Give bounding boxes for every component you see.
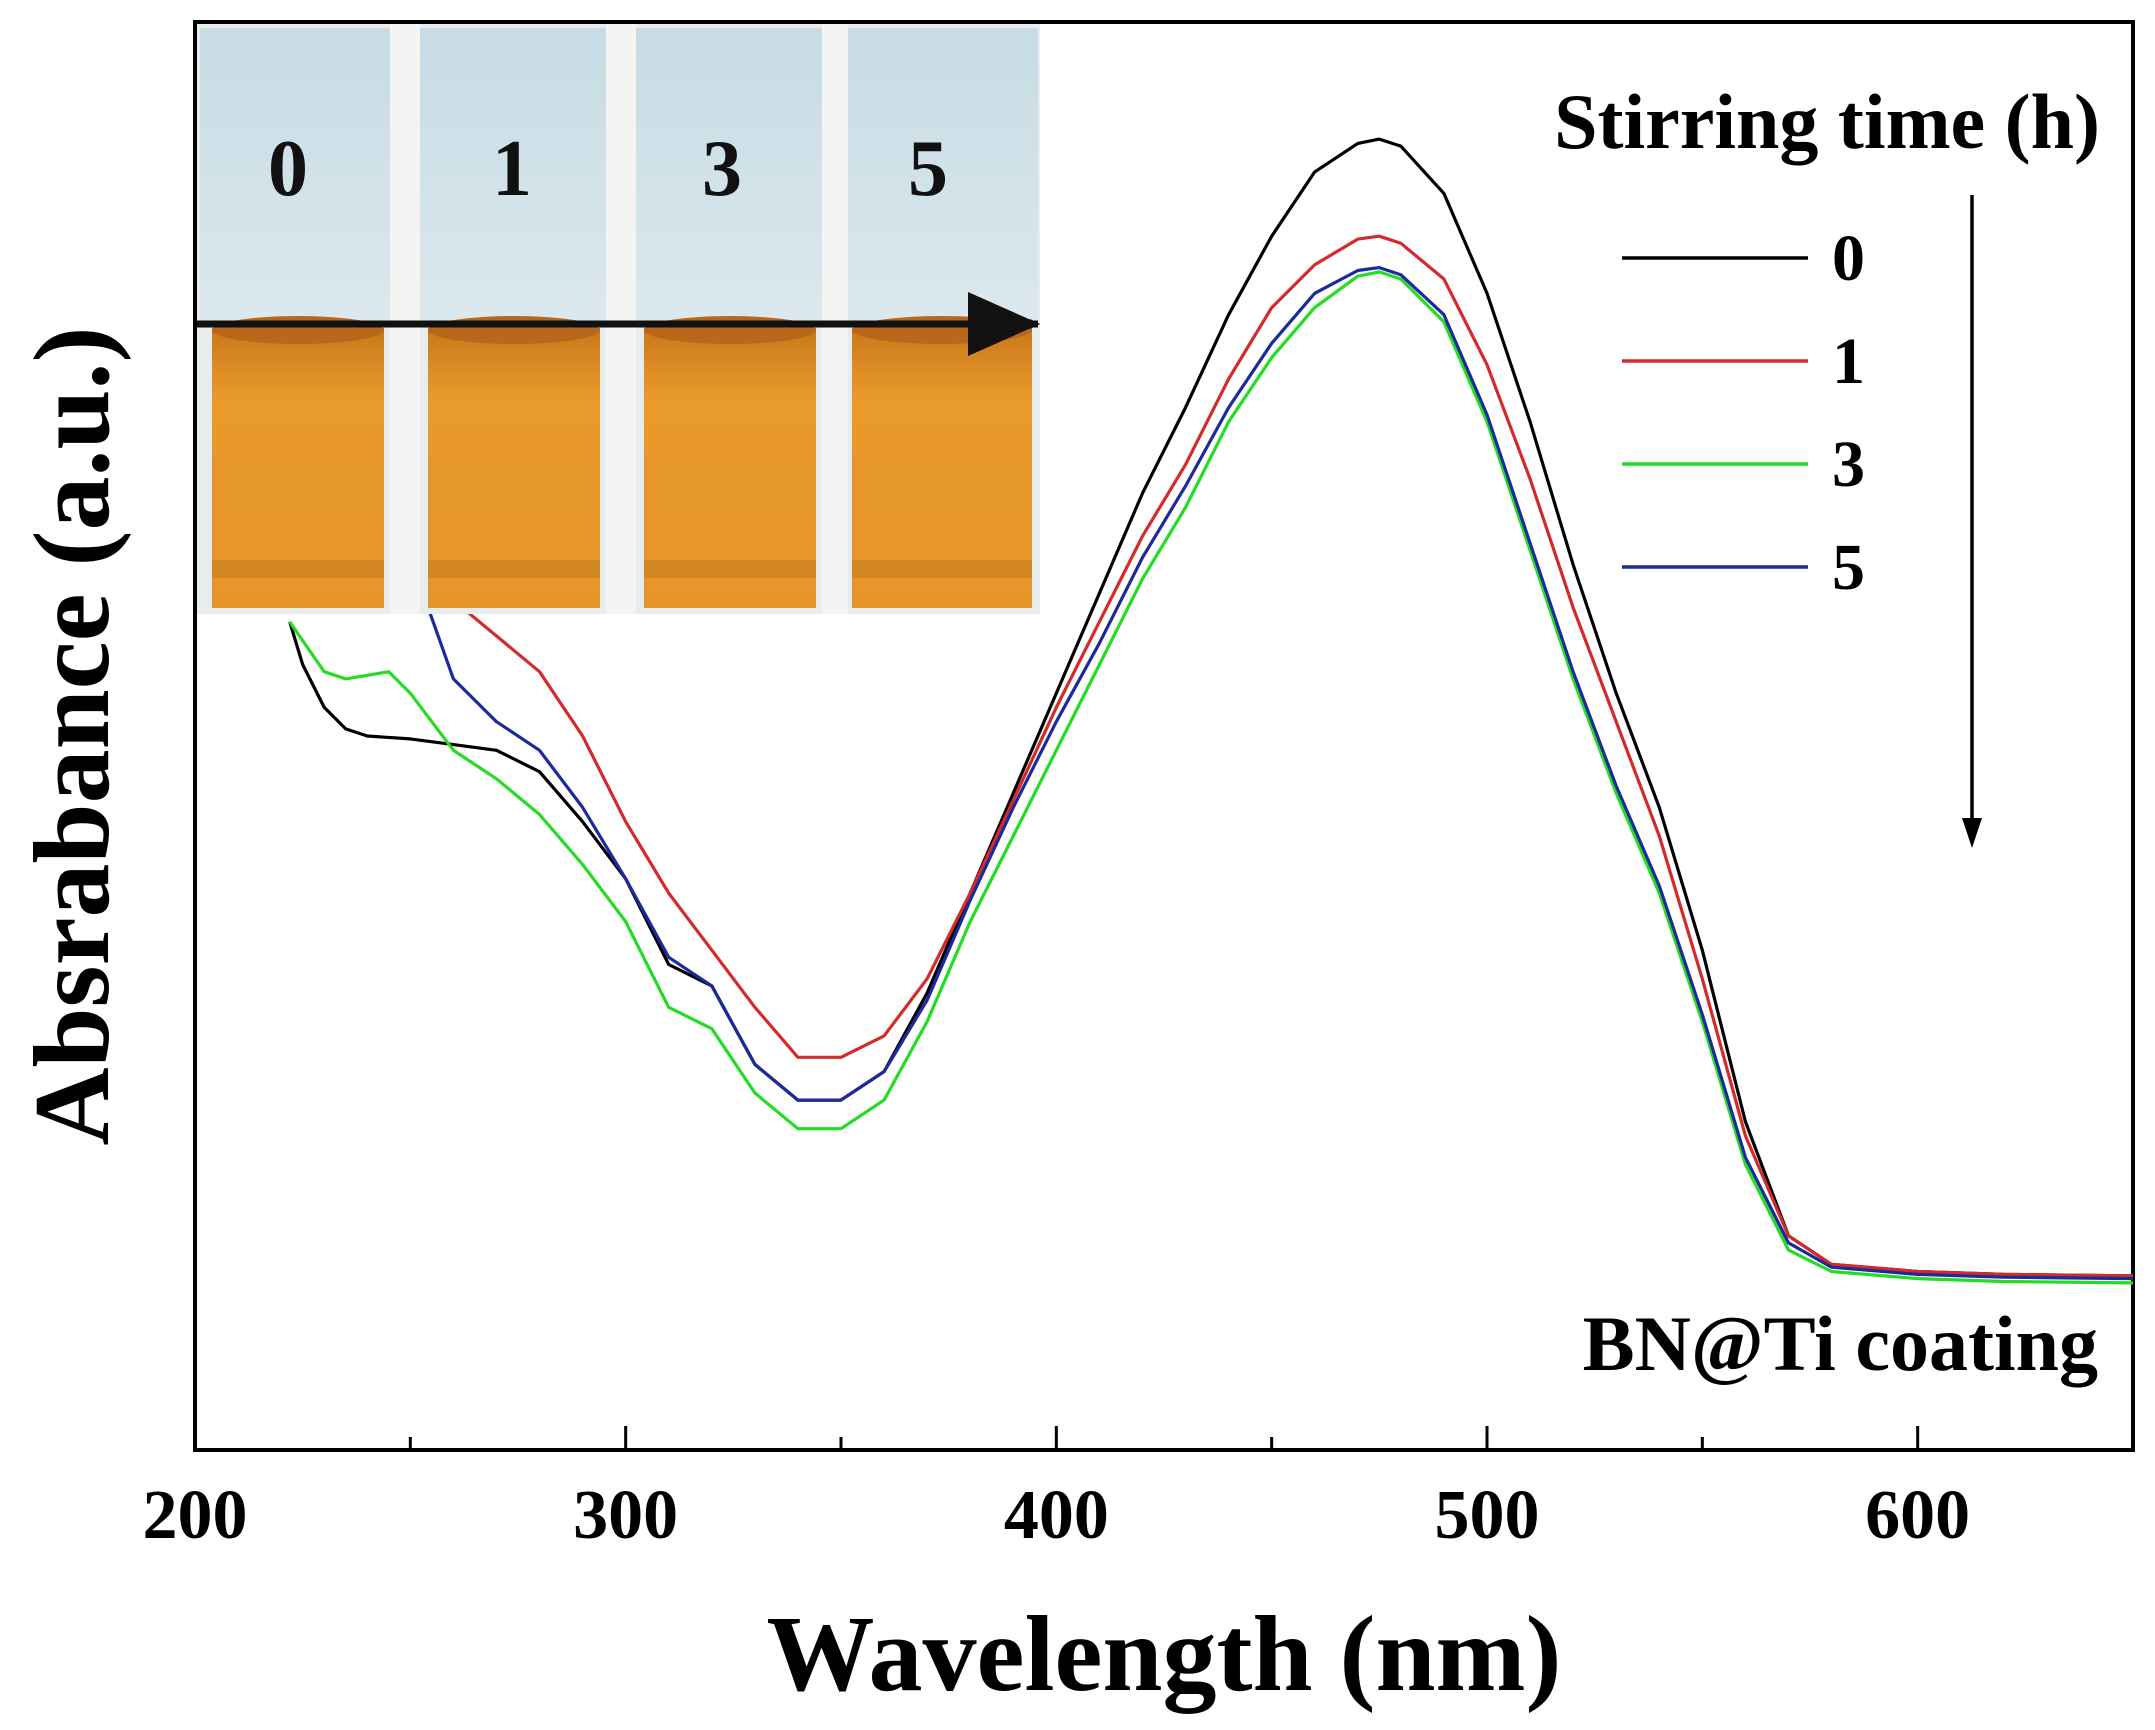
cuvette-label-5: 5 [908,125,948,213]
legend-label-5: 5 [1832,531,1865,604]
plot-frame [193,20,2135,1452]
cuvette-label-1: 1 [492,125,532,213]
legend-label-1: 1 [1832,325,1865,398]
legend: 0 1 3 5 [1622,222,1865,604]
legend-title: Stirring time (h) [1554,78,2100,165]
cuvette-label-0: 0 [268,125,308,213]
series-line-1 [289,234,2133,1278]
inset-photo: 0 1 3 5 [197,24,1040,614]
cuvette-label-3: 3 [702,125,742,213]
stirring-arrow [1962,195,1982,848]
series-layer [288,137,2133,1285]
x-tick-label-200: 200 [143,1477,248,1554]
x-tick-label-400: 400 [1004,1477,1109,1554]
x-tick-label-300: 300 [573,1477,678,1554]
legend-label-0: 0 [1832,222,1865,295]
cuvette-0 [200,28,390,608]
x-tick-label-600: 600 [1865,1477,1970,1554]
legend-label-3: 3 [1832,428,1865,501]
x-axis-title: Wavelength (nm) [767,1595,1562,1714]
coating-annotation: BN@Ti coating [1583,1300,2098,1387]
series-line-5 [289,266,2133,1281]
series-line-0 [288,137,2133,1278]
x-axis: 200 300 400 500 600 [143,1426,1970,1554]
x-tick-label-500: 500 [1435,1477,1540,1554]
cuvette-5 [848,28,1038,608]
inset-arrow-head [968,292,1040,356]
series-line-3 [288,270,2133,1285]
cuvette-dividers [390,24,848,614]
cuvette-1 [420,28,610,608]
cuvette-3 [636,28,826,608]
y-axis-title: Absrabance (a.u.) [13,326,132,1145]
